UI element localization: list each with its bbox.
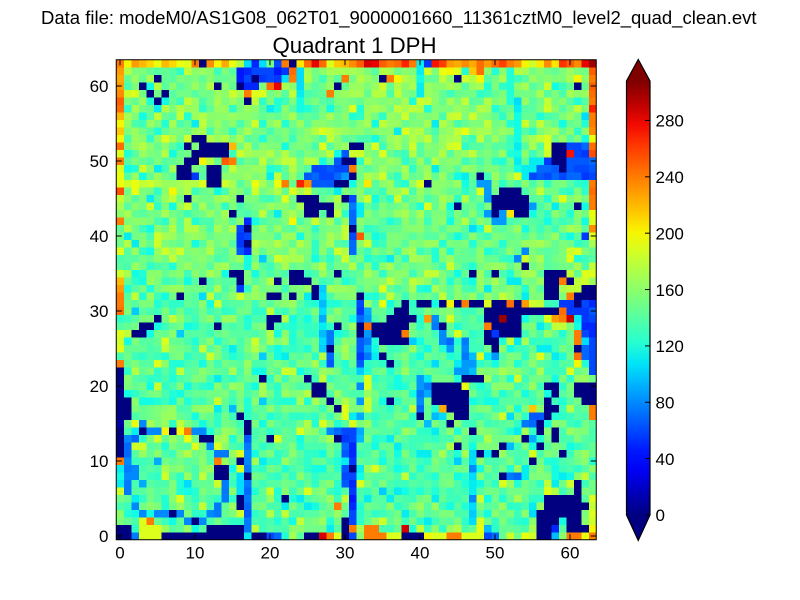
svg-text:Quadrant 1 DPH: Quadrant 1 DPH <box>272 33 436 58</box>
svg-text:50: 50 <box>486 544 505 563</box>
svg-text:240: 240 <box>656 168 684 187</box>
svg-text:280: 280 <box>656 112 684 131</box>
svg-text:80: 80 <box>656 393 675 412</box>
svg-text:120: 120 <box>656 337 684 356</box>
svg-text:20: 20 <box>90 377 109 396</box>
svg-text:0: 0 <box>115 544 124 563</box>
svg-text:0: 0 <box>99 527 108 546</box>
svg-text:40: 40 <box>411 544 430 563</box>
svg-text:30: 30 <box>336 544 355 563</box>
svg-text:10: 10 <box>186 544 205 563</box>
svg-text:10: 10 <box>90 452 109 471</box>
svg-text:200: 200 <box>656 224 684 243</box>
svg-text:Data file: modeM0/AS1G08_062T0: Data file: modeM0/AS1G08_062T01_90000016… <box>41 7 757 29</box>
svg-text:50: 50 <box>90 152 109 171</box>
svg-text:60: 60 <box>90 77 109 96</box>
svg-text:20: 20 <box>261 544 280 563</box>
svg-text:60: 60 <box>561 544 580 563</box>
svg-text:0: 0 <box>656 506 665 525</box>
svg-text:40: 40 <box>90 227 109 246</box>
svg-text:40: 40 <box>656 450 675 469</box>
svg-text:160: 160 <box>656 281 684 300</box>
svg-text:30: 30 <box>90 302 109 321</box>
